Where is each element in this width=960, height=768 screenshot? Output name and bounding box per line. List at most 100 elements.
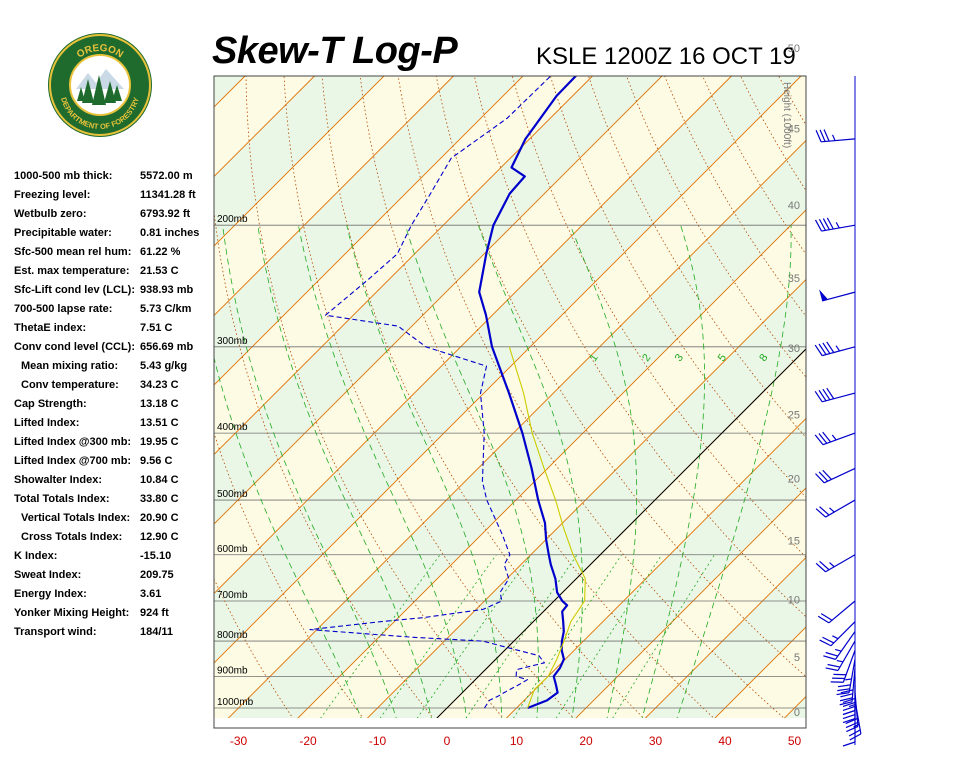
isotherm-line <box>214 76 385 247</box>
mixing-ratio-label: 1 <box>587 352 600 364</box>
index-value: 20.90 C <box>140 512 179 524</box>
index-value: 938.93 mb <box>140 284 194 296</box>
wind-barb <box>819 289 856 302</box>
pressure-label: 700mb <box>217 590 248 601</box>
index-row: Lifted Index @300 mb: 19.95 C <box>14 436 214 455</box>
index-label: Cap Strength: <box>14 398 87 410</box>
isotherm-line <box>575 487 806 718</box>
isotherm-line <box>297 209 806 718</box>
wind-barb <box>815 554 856 573</box>
pressure-label: 900mb <box>217 665 248 676</box>
height-tick-label: 0 <box>794 707 800 719</box>
height-tick-label: 45 <box>788 123 800 135</box>
mixing-ratio-line <box>513 554 622 718</box>
isotherm-line <box>505 417 806 718</box>
mixing-ratio-label: 5 <box>716 352 729 364</box>
chart-title: Skew-T Log-P <box>212 30 458 72</box>
index-row: Sweat Index: 209.75 <box>14 569 214 588</box>
index-row: Sfc-Lift cond lev (LCL): 938.93 mb <box>14 284 214 303</box>
wind-barb <box>814 431 856 446</box>
index-row: ThetaE index: 7.51 C <box>14 322 214 341</box>
moist-adiabat <box>641 225 705 718</box>
plot-frame <box>213 75 807 729</box>
index-label: Conv cond level (CCL): <box>14 341 136 353</box>
dry-adiabat <box>359 76 715 718</box>
mixing-ratio-label: 8 <box>757 352 770 364</box>
dewpoint-profile <box>309 76 552 709</box>
height-tick-label: 35 <box>788 273 800 285</box>
index-row: Cap Strength: 13.18 C <box>14 398 214 417</box>
index-label: Freezing level: <box>14 189 91 201</box>
index-value: 13.18 C <box>140 398 179 410</box>
index-label: Wetbulb zero: <box>14 208 87 220</box>
isotherm-line <box>214 76 802 664</box>
temperature-tick-label: -30 <box>230 734 248 748</box>
freezing-isotherm <box>436 348 806 718</box>
index-row: Yonker Mixing Height: 924 ft <box>14 607 214 626</box>
mixing-ratio-line <box>465 554 578 718</box>
temperature-tick-label: 0 <box>444 734 451 748</box>
height-tick-label: 15 <box>788 535 800 547</box>
height-tick-label: 25 <box>788 410 800 422</box>
index-value: 33.80 C <box>140 493 179 505</box>
isotherm-line <box>214 76 524 386</box>
index-label: Yonker Mixing Height: <box>14 607 130 619</box>
index-label: Vertical Totals Index: <box>21 512 131 524</box>
index-value: 5572.00 m <box>140 170 193 182</box>
wind-barb <box>830 650 856 683</box>
index-row: Conv cond level (CCL): 656.69 mb <box>14 341 214 360</box>
index-row: Transport wind: 184/11 <box>14 626 214 645</box>
temperature-tick-label: -20 <box>299 734 317 748</box>
isotherm-line <box>214 76 732 595</box>
temperature-tick-label: 20 <box>579 734 593 748</box>
index-value: 9.56 C <box>140 455 173 467</box>
mixing-ratio-line <box>555 554 663 718</box>
dry-adiabat <box>511 76 806 558</box>
index-row: Cross Totals Index: 12.90 C <box>14 531 214 550</box>
oregon-forestry-logo: OREGON DEPARTMENT OF FORESTRY <box>46 31 154 139</box>
temperature-tick-label: -10 <box>369 734 387 748</box>
moist-adiabat <box>569 225 638 718</box>
index-row: Est. max temperature: 21.53 C <box>14 265 214 284</box>
index-label: Lifted Index @700 mb: <box>14 455 132 467</box>
index-value: 61.22 % <box>140 246 181 258</box>
parcel-profile <box>508 346 586 709</box>
dry-adiabat <box>549 76 806 498</box>
pressure-label: 300mb <box>217 336 248 347</box>
wind-barb <box>815 467 856 484</box>
dry-adiabat <box>473 76 806 618</box>
temperature-profile <box>478 76 578 710</box>
index-value: 184/11 <box>140 626 174 638</box>
mixing-ratio-line <box>612 554 715 718</box>
isotherm-line <box>366 278 806 718</box>
index-label: ThetaE index: <box>14 322 87 334</box>
pressure-label: 800mb <box>217 630 248 641</box>
index-value: 3.61 <box>140 588 162 600</box>
index-label: Est. max temperature: <box>14 265 130 277</box>
index-label: Energy Index: <box>14 588 87 600</box>
index-label: Sfc-500 mean rel hum: <box>14 246 132 258</box>
isotherm-line <box>214 76 454 317</box>
index-label: Conv temperature: <box>21 379 119 391</box>
wind-barb <box>819 621 856 647</box>
index-row: Wetbulb zero: 6793.92 ft <box>14 208 214 227</box>
temperature-tick-label: 40 <box>718 734 732 748</box>
wind-barb <box>817 600 856 624</box>
wind-barb <box>814 387 856 403</box>
index-value: 5.73 C/km <box>140 303 192 315</box>
wind-barb <box>815 129 856 143</box>
height-tick-label: 30 <box>788 343 800 355</box>
index-label: Showalter Index: <box>14 474 103 486</box>
index-value: 924 ft <box>140 607 169 619</box>
station-time-label: KSLE 1200Z 16 OCT 19 <box>536 43 796 70</box>
index-label: 700-500 lapse rate: <box>14 303 113 315</box>
index-label: Lifted Index @300 mb: <box>14 436 132 448</box>
height-tick-label: 5 <box>794 652 800 664</box>
index-value: 19.95 C <box>140 436 179 448</box>
index-label: Transport wind: <box>14 626 97 638</box>
moist-adiabat <box>478 225 583 718</box>
dry-adiabat <box>245 76 504 718</box>
pressure-label: 400mb <box>217 422 248 433</box>
